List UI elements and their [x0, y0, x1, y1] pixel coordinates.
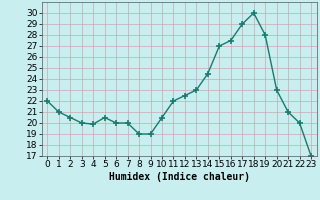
X-axis label: Humidex (Indice chaleur): Humidex (Indice chaleur) [109, 172, 250, 182]
